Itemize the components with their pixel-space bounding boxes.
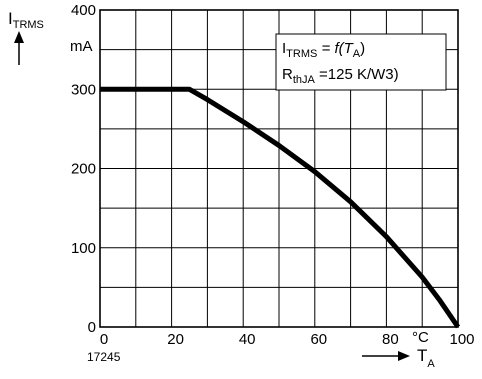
x-tick-label: 80 bbox=[382, 331, 399, 348]
figure-id: 17245 bbox=[87, 350, 121, 364]
y-unit-label: mA bbox=[70, 38, 93, 55]
x-tick-label: 60 bbox=[310, 331, 327, 348]
y-tick-label: 100 bbox=[71, 240, 96, 257]
x-tick-label: 20 bbox=[167, 331, 184, 348]
legend-line-resistance: RthJA =125 K/W3) bbox=[282, 66, 399, 86]
legend-line-formula: ITRMS = f(TA) bbox=[282, 40, 365, 60]
legend-box bbox=[275, 33, 447, 91]
y-tick-label: 200 bbox=[71, 161, 96, 178]
x-tick-label: 40 bbox=[239, 331, 256, 348]
plot-frame bbox=[99, 9, 459, 328]
y-tick-label: 400 bbox=[71, 2, 96, 19]
x-unit-label: °C bbox=[412, 329, 429, 346]
series-line bbox=[100, 86, 461, 329]
x-tick-label: 0 bbox=[100, 331, 108, 348]
y-tick-label: 0 bbox=[88, 319, 96, 336]
y-axis-label: ITRMS bbox=[8, 9, 44, 31]
x-tick-label: 100 bbox=[449, 331, 474, 348]
x-axis-label: TA bbox=[417, 346, 435, 370]
tick-labels: 0 20 40 60 80 100 0 100 200 300 400 bbox=[71, 2, 475, 348]
x-axis-arrow bbox=[362, 351, 410, 361]
y-axis-arrow bbox=[14, 31, 24, 65]
y-tick-label: 300 bbox=[71, 81, 96, 98]
